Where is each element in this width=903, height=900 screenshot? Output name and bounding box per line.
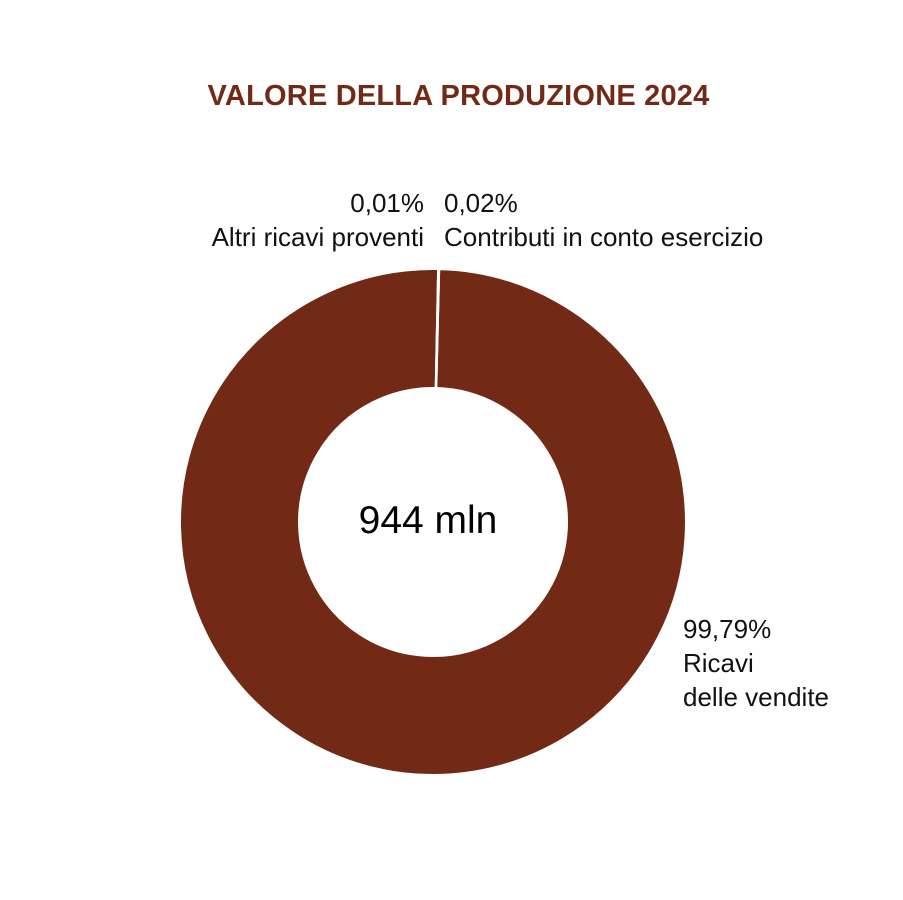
slice-label-contributi-name: Contributi in conto esercizio [444, 222, 764, 252]
donut-slice-contributi [434, 268, 441, 390]
slice-label-contributi-pct: 0,02% [444, 188, 518, 218]
slice-label-altri-pct: 0,01% [350, 188, 424, 218]
slice-label-ricavi-name-line1: Ricavi [683, 648, 754, 678]
donut-slice-ricavi [178, 268, 687, 776]
center-total-label: 944 mln [358, 499, 498, 542]
slice-label-ricavi-name-line2: delle vendite [683, 682, 829, 712]
slice-label-altri: 0,01% Altri ricavi proventi [212, 186, 424, 254]
donut-slices [178, 268, 687, 776]
chart-title: VALORE DELLA PRODUZIONE 2024 [207, 80, 710, 112]
slice-label-ricavi-pct: 99,79% [683, 614, 772, 644]
slice-label-contributi: 0,02% Contributi in conto esercizio [444, 186, 763, 254]
slice-label-altri-name: Altri ricavi proventi [211, 222, 424, 252]
slice-label-ricavi: 99,79% Ricavi delle vendite [683, 612, 829, 714]
